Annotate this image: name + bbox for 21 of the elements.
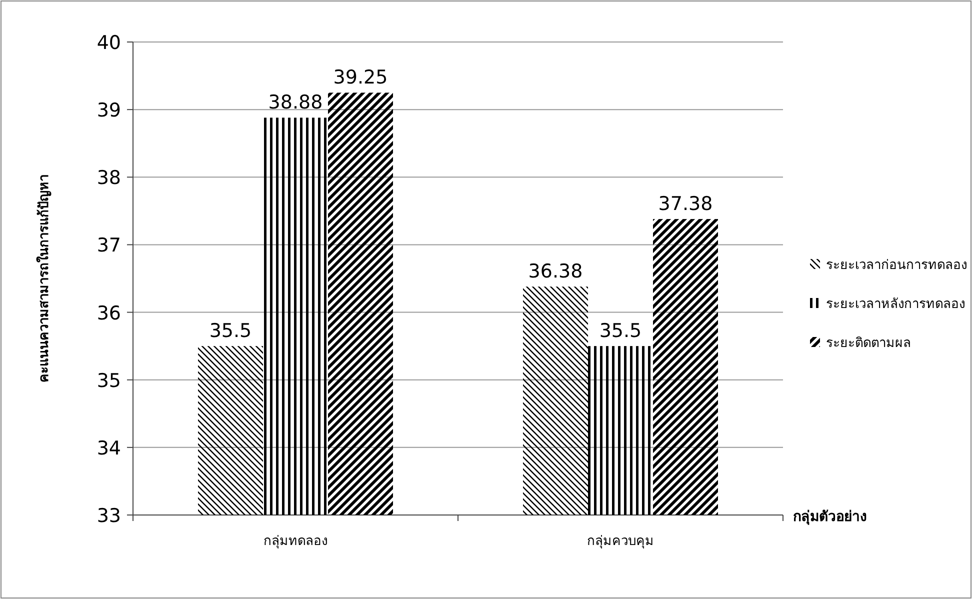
x-axis-title: กลุ่มตัวอย่าง [793,509,867,525]
y-tick-label: 40 [96,32,121,54]
data-label: 39.25 [333,66,388,89]
legend-label: ระยะติดตามผล [826,336,911,351]
data-label: 35.5 [599,320,642,342]
data-label: 35.5 [209,320,252,342]
y-tick-label: 34 [96,437,121,460]
legend-label: ระยะเวลาก่อนการทดลอง [826,258,967,273]
x-tick-label: กลุ่มทดลอง [264,534,328,549]
y-tick-label: 33 [96,505,121,527]
data-label: 36.38 [528,260,583,283]
data-label: 38.88 [268,92,323,114]
y-tick-label: 38 [96,167,121,190]
y-axis-title: คะแนนความสามารถในการแก้ปัญหา [35,174,52,382]
y-tick-label: 35 [96,370,121,392]
y-tick-label: 37 [96,234,121,257]
legend-label: ระยะเวลาหลังการทดลอง [826,297,965,312]
data-label: 37.38 [658,193,713,216]
y-tick-label: 36 [96,302,121,324]
x-tick-label: กลุ่มควบคุม [587,534,654,549]
y-tick-label: 39 [96,100,121,122]
